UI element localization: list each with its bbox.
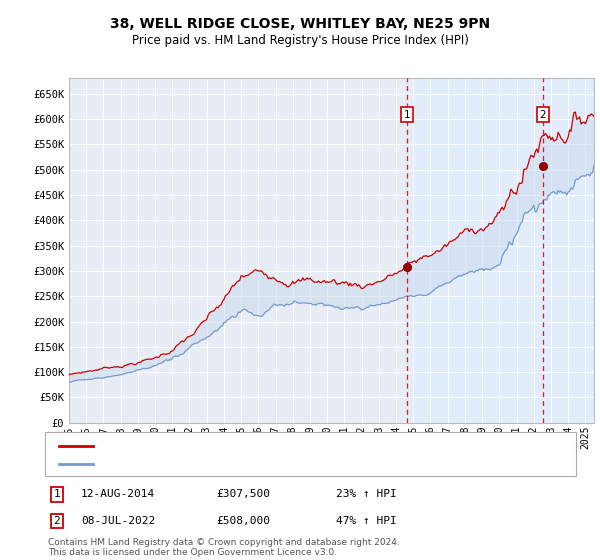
Text: 38, WELL RIDGE CLOSE, WHITLEY BAY, NE25 9PN: 38, WELL RIDGE CLOSE, WHITLEY BAY, NE25 … [110, 17, 490, 31]
Text: 1: 1 [53, 489, 61, 500]
Text: Price paid vs. HM Land Registry's House Price Index (HPI): Price paid vs. HM Land Registry's House … [131, 34, 469, 46]
Text: 2: 2 [539, 110, 546, 120]
Text: 12-AUG-2014: 12-AUG-2014 [81, 489, 155, 500]
Text: Contains HM Land Registry data © Crown copyright and database right 2024.
This d: Contains HM Land Registry data © Crown c… [48, 538, 400, 557]
Text: 23% ↑ HPI: 23% ↑ HPI [336, 489, 397, 500]
Text: £307,500: £307,500 [216, 489, 270, 500]
Text: 38, WELL RIDGE CLOSE, WHITLEY BAY, NE25 9PN (detached house): 38, WELL RIDGE CLOSE, WHITLEY BAY, NE25 … [100, 441, 475, 451]
Text: HPI: Average price, detached house, North Tyneside: HPI: Average price, detached house, Nort… [100, 459, 413, 469]
Bar [407, 78, 594, 423]
Text: 1: 1 [403, 110, 410, 120]
Text: £508,000: £508,000 [216, 516, 270, 526]
Text: 2: 2 [53, 516, 61, 526]
Text: 08-JUL-2022: 08-JUL-2022 [81, 516, 155, 526]
Text: 47% ↑ HPI: 47% ↑ HPI [336, 516, 397, 526]
